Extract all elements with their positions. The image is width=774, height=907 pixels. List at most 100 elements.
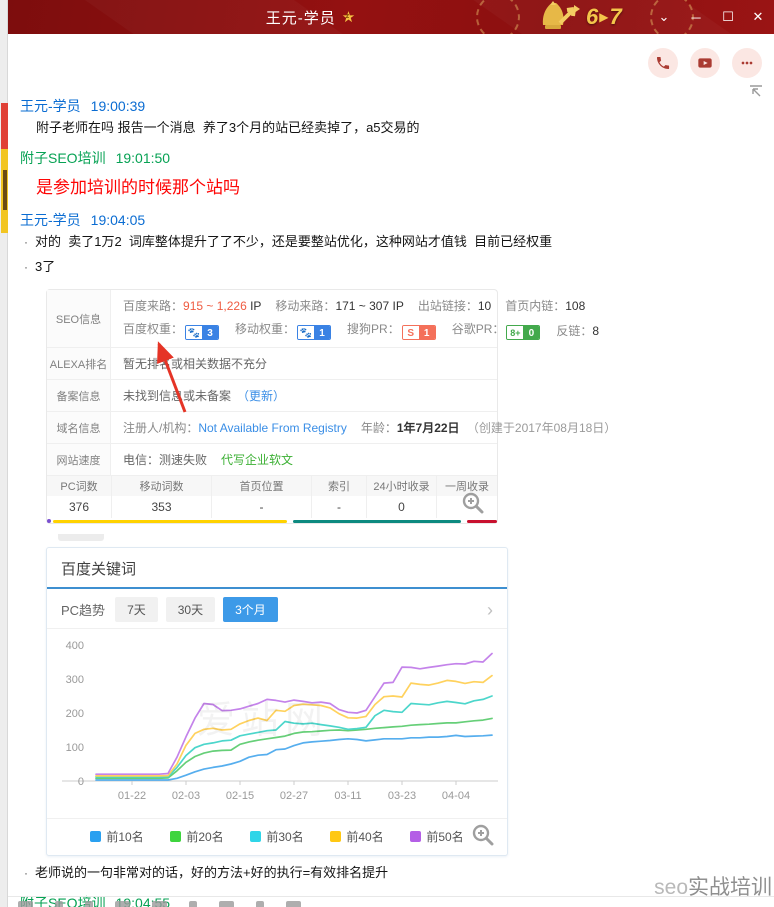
row-label: 备案信息 bbox=[47, 380, 111, 412]
aizhan-watermark: 爱站网 bbox=[197, 700, 330, 743]
baidu-keyword-chart-image[interactable]: 百度关键词 PC趋势 7天 30天 3个月 › 爱站网 0 100 200 300 40… bbox=[46, 547, 508, 857]
seo-row: 备案信息 未找到信息或未备案 （更新） bbox=[47, 380, 497, 413]
input-toolbar-fragment bbox=[18, 901, 301, 907]
ad-link[interactable]: 代写企业软文 bbox=[221, 453, 294, 468]
sender-nickname: 附子SEO培训 bbox=[20, 149, 106, 166]
cropped-ui-fragment bbox=[58, 534, 104, 542]
color-stripe-decor bbox=[47, 519, 497, 524]
legend-item: 前30名 bbox=[250, 828, 304, 845]
registrant-link[interactable]: Not Available From Registry bbox=[198, 421, 347, 436]
toolbar-icon[interactable] bbox=[85, 901, 93, 907]
tab-3months[interactable]: 3个月 bbox=[223, 597, 278, 623]
level-promo-badge: 6 ▶ 7 bbox=[586, 2, 622, 32]
promo-arrow-icon: ▶ bbox=[599, 10, 609, 24]
svg-text:04-04: 04-04 bbox=[442, 790, 470, 802]
seo-info-image[interactable]: SEO信息 百度来路：915 ~ 1,226 IP 移动来路：171 ~ 307… bbox=[46, 289, 616, 525]
message-text: 附子老师在吗 报告一个消息 养了3个月的站已经卖掉了，a5交易的 bbox=[36, 120, 420, 135]
legend-item: 前40名 bbox=[330, 828, 384, 845]
baidu-traffic: 百度来路：915 ~ 1,226 IP bbox=[123, 299, 262, 314]
legend-swatch-top20 bbox=[170, 831, 182, 843]
svg-text:03-11: 03-11 bbox=[334, 790, 361, 802]
minimize-button[interactable]: ─ bbox=[691, 9, 701, 25]
background-window-sliver bbox=[0, 0, 8, 907]
icp-text: 未找到信息或未备案 bbox=[123, 389, 232, 404]
stats-header: PC词数 bbox=[47, 476, 112, 497]
chevron-right-icon[interactable]: › bbox=[487, 599, 493, 620]
background-fragment bbox=[1, 103, 8, 149]
message-text-red: 是参加培训的时候那个站吗 bbox=[36, 177, 240, 197]
legend-swatch-top30 bbox=[250, 831, 262, 843]
collapse-panel-button[interactable] bbox=[748, 84, 764, 98]
trend-plot: 爱站网 0 100 200 300 400 01-22 02-03 02-15 02-27 03-… bbox=[47, 629, 507, 816]
maximize-button[interactable]: ☐ bbox=[722, 9, 734, 24]
toolbar-icon[interactable] bbox=[256, 901, 264, 907]
stats-value: 0 bbox=[367, 496, 437, 519]
legend-item: 前20名 bbox=[170, 828, 224, 845]
svg-text:02-15: 02-15 bbox=[226, 790, 254, 802]
message-time: 19:04:05 bbox=[90, 212, 146, 229]
toolbar-icon[interactable] bbox=[189, 901, 197, 907]
more-actions-button[interactable] bbox=[732, 48, 762, 78]
ellipsis-icon bbox=[741, 61, 753, 65]
titlebar-chevron-down-icon[interactable]: ⌄ bbox=[658, 9, 670, 24]
sogou-icon: S bbox=[402, 326, 419, 340]
toolbar-icon[interactable] bbox=[152, 901, 167, 907]
video-camera-icon bbox=[698, 58, 712, 68]
google-pr-icon: 8+ bbox=[507, 326, 524, 340]
svg-text:100: 100 bbox=[66, 742, 84, 754]
row-label: 域名信息 bbox=[47, 412, 111, 444]
toolbar-icon[interactable] bbox=[219, 901, 234, 907]
weight-line: 百度权重： 🐾 3 移动权重： 🐾 1 搜狗PR： S 1 谷歌PR： 8+ 0 反链：8 bbox=[123, 320, 613, 341]
stats-header: 一周收录 bbox=[445, 481, 489, 494]
laurel-wreath-icon bbox=[476, 0, 520, 34]
baidu-paw-icon: 🐾 bbox=[186, 326, 203, 340]
row-label: SEO信息 bbox=[47, 290, 111, 348]
sender-nickname: 王元-学员 bbox=[20, 212, 81, 229]
toolbar-icon[interactable] bbox=[286, 901, 301, 907]
message-sender: 附子SEO培训 19:04:55 bbox=[20, 893, 762, 907]
backlinks: 反链：8 bbox=[556, 323, 600, 338]
svg-text:02-03: 02-03 bbox=[172, 790, 200, 802]
legend-swatch-top50 bbox=[410, 831, 422, 843]
trend-line-chart: 0 100 200 300 400 01-22 02-03 02-15 02-27 03-11 03… bbox=[62, 640, 498, 802]
bullet-icon: · bbox=[24, 260, 28, 275]
chart-legend: 前10名 前20名 前30名 前40名 前50名 bbox=[47, 818, 507, 855]
message-time: 19:00:39 bbox=[90, 98, 146, 114]
chart-title: 百度关键词 bbox=[47, 548, 507, 590]
legend-swatch-top40 bbox=[330, 831, 342, 843]
stats-value: - bbox=[212, 496, 312, 519]
collapse-arrow-icon bbox=[750, 85, 762, 97]
toolbar-icon[interactable] bbox=[18, 901, 33, 907]
stats-value: - bbox=[312, 496, 367, 519]
video-call-button[interactable] bbox=[690, 48, 720, 78]
stats-header: 24小时收录 bbox=[367, 476, 437, 497]
sender-nickname: 附子SEO培训 bbox=[20, 895, 106, 907]
laurel-wreath-icon bbox=[650, 0, 694, 34]
stats-value: 376 bbox=[47, 496, 112, 519]
bullet-icon: · bbox=[24, 235, 28, 250]
phone-icon bbox=[657, 57, 670, 69]
voice-call-button[interactable] bbox=[648, 48, 678, 78]
close-button[interactable]: ✕ bbox=[752, 9, 764, 24]
seo-row: 网站速度 电信：测速失败 代写企业软文 bbox=[47, 444, 497, 476]
tab-30days[interactable]: 30天 bbox=[165, 597, 216, 623]
tab-7days[interactable]: 7天 bbox=[115, 597, 158, 623]
toolbar-icon[interactable] bbox=[115, 901, 130, 907]
sogou-pr: 搜狗PR： S 1 bbox=[347, 320, 438, 341]
zoom-in-icon[interactable] bbox=[471, 823, 495, 847]
stats-header: 移动词数 bbox=[112, 476, 212, 497]
zoom-in-icon[interactable] bbox=[461, 491, 485, 515]
google-pr: 谷歌PR： 8+ 0 bbox=[452, 320, 543, 341]
legend-item: 前50名 bbox=[410, 828, 464, 845]
stats-header-row: PC词数 移动词数 首页位置 索引 24小时收录 一周收录 bbox=[47, 476, 497, 497]
stats-value-row: 376 353 - - 0 bbox=[47, 496, 497, 519]
promo-to: 7 bbox=[609, 4, 622, 29]
mobile-weight: 移动权重： 🐾 1 bbox=[235, 320, 333, 341]
message-text: · 3了 bbox=[24, 259, 56, 275]
qq-chat-window: 王元-学员 ★ z 6 ▶ 7 ⌄ ─ ☐ ✕ bbox=[8, 0, 774, 907]
trophy-icon bbox=[530, 1, 588, 34]
title-bar: 王元-学员 ★ z 6 ▶ 7 ⌄ ─ ☐ ✕ bbox=[8, 0, 774, 34]
icp-update-link[interactable]: （更新） bbox=[237, 389, 286, 404]
toolbar-icon[interactable] bbox=[55, 901, 63, 907]
